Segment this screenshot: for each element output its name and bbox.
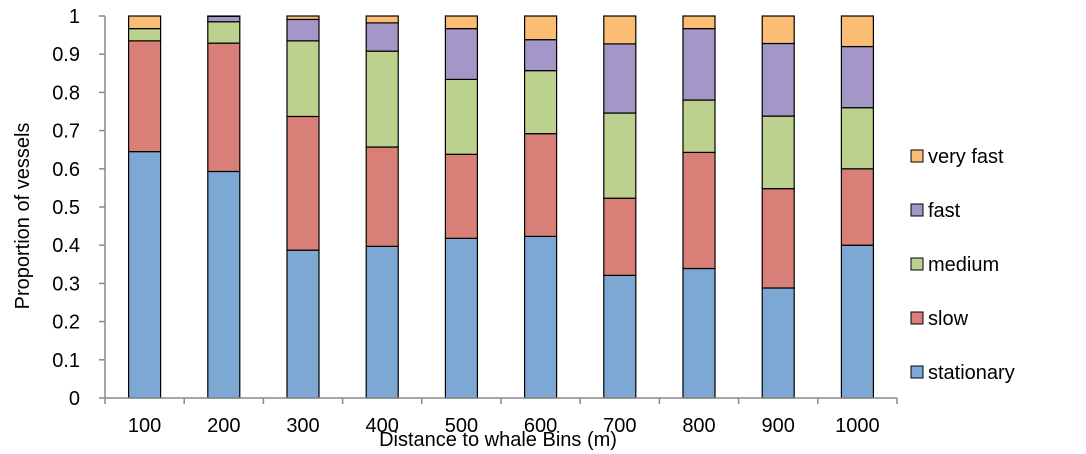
bar-segment-fast [365, 22, 399, 52]
bar-segment-very-fast [840, 15, 875, 48]
x-tick-label: 1000 [835, 415, 880, 437]
bar-segment-fast [682, 28, 716, 101]
legend-label: fast [928, 200, 961, 222]
bar-segment-stationary [603, 274, 637, 399]
bar-segment-medium [128, 28, 162, 42]
bar-segment-slow [128, 40, 162, 153]
bar-segment-slow [286, 115, 320, 251]
bar-segment-medium [365, 50, 399, 148]
bar-segment-very-fast [603, 15, 637, 45]
bar-segment-medium [207, 21, 241, 44]
bar-segment-stationary [207, 170, 241, 399]
x-ticks-group: 100 200 300 400 500 600 700 800 900 1000 [104, 398, 898, 437]
bar-segment-medium [603, 112, 637, 199]
x-tick-label: 900 [762, 415, 795, 437]
bar-segment-fast [286, 18, 320, 42]
bar-segment-stationary [444, 237, 478, 399]
bar-segment-slow [682, 151, 716, 270]
bar-segment-fast [840, 45, 875, 109]
x-tick-label: 400 [366, 415, 399, 437]
legend-swatch [910, 311, 924, 325]
bar-segment-stationary [365, 245, 399, 399]
x-tick-label: 800 [682, 415, 715, 437]
legend-swatch [910, 149, 924, 163]
y-tick-label: 0.7 [52, 121, 80, 143]
bar-segment-very-fast [761, 15, 795, 45]
bar-segment-slow [761, 188, 795, 289]
bar-segment-slow [444, 153, 478, 239]
y-tick-label: 0.9 [52, 44, 80, 66]
legend: very fast fast medium slow stationary [910, 146, 1015, 384]
bar-segment-stationary [840, 244, 875, 399]
bar-segment-slow [603, 197, 637, 276]
bar-segment-slow [523, 133, 558, 238]
bar-segment-stationary [286, 249, 320, 399]
bar-segment-fast [761, 42, 795, 117]
y-tick-label: 1 [69, 6, 80, 28]
bar-segment-stationary [128, 151, 162, 399]
bar-segment-slow [365, 146, 399, 247]
bar-segment-medium [840, 107, 875, 170]
y-tick-label: 0.1 [52, 350, 80, 372]
bar-segment-medium [761, 115, 795, 190]
bar-segment-very-fast [682, 15, 716, 30]
bar-segment-very-fast [523, 15, 558, 41]
legend-swatch [910, 203, 924, 217]
legend-label: medium [928, 254, 999, 276]
y-tick-label: 0.8 [52, 82, 80, 104]
bar-segment-fast [603, 43, 637, 114]
bar-segment-fast [444, 28, 478, 81]
bar-segment-very-fast [365, 15, 399, 24]
bars-group [128, 15, 875, 399]
bar-segment-stationary [761, 287, 795, 399]
bar-segment-medium [523, 70, 558, 135]
bar-segment-fast [207, 15, 241, 23]
x-tick-label: 500 [445, 415, 478, 437]
bar-segment-fast [523, 39, 558, 72]
x-tick-label: 300 [286, 415, 319, 437]
bar-segment-slow [840, 168, 875, 246]
bar-segment-medium [286, 40, 320, 118]
y-tick-label: 0.3 [52, 273, 80, 295]
legend-label: stationary [928, 362, 1015, 384]
bar-segment-stationary [682, 267, 716, 399]
bar-segment-stationary [523, 235, 558, 399]
bar-segment-very-fast [286, 15, 320, 21]
y-tick-label: 0.5 [52, 197, 80, 219]
x-tick-label: 600 [524, 415, 557, 437]
bar-segment-very-fast [128, 15, 162, 30]
bar-segment-medium [682, 99, 716, 153]
legend-label: slow [928, 308, 969, 330]
y-tick-label: 0 [69, 388, 80, 410]
bar-segment-very-fast [444, 15, 478, 30]
y-ticks-group: 0 0.1 0.2 0.3 0.4 0.5 0.6 0.7 0.8 0.9 1 [52, 6, 105, 410]
bar-segment-medium [444, 78, 478, 155]
x-tick-label: 700 [603, 415, 636, 437]
x-axis-title: Distance to whale Bins (m) [379, 429, 617, 451]
y-tick-label: 0.6 [52, 159, 80, 181]
x-tick-label: 200 [207, 415, 240, 437]
x-tick-label: 100 [128, 415, 161, 437]
y-tick-label: 0.2 [52, 312, 80, 334]
bar-segment-slow [207, 42, 241, 173]
legend-swatch [910, 365, 924, 379]
y-axis-title: Proportion of vessels [12, 123, 34, 310]
legend-label: very fast [928, 146, 1004, 168]
legend-swatch [910, 257, 924, 271]
y-tick-label: 0.4 [52, 235, 80, 257]
